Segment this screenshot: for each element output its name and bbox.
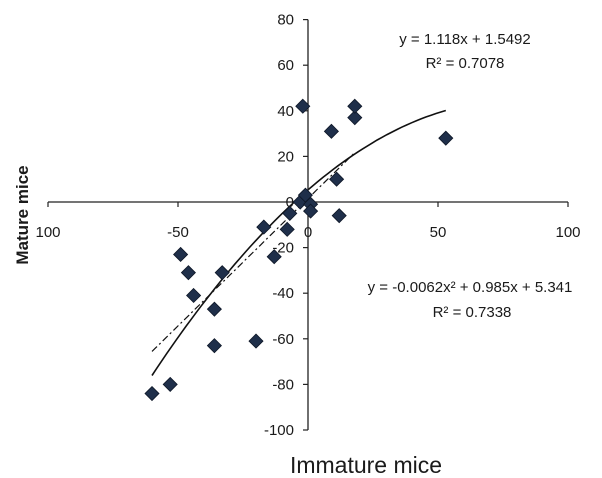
y-tick-label: -80 bbox=[272, 376, 294, 393]
data-point bbox=[329, 171, 345, 187]
y-tick-label: 40 bbox=[277, 103, 294, 120]
data-point bbox=[282, 205, 298, 221]
data-point bbox=[186, 287, 202, 304]
polynomial-trendline bbox=[151, 109, 447, 376]
x-tick-label: 0 bbox=[304, 224, 312, 241]
axes-group: 100 -50 0 50 100 80 60 40 20 0 -20 -40 -60 -80 -100 bbox=[35, 12, 580, 439]
x-tick-label: 100 bbox=[35, 224, 60, 241]
x-axis-title: Immature mice bbox=[290, 452, 442, 478]
data-point bbox=[347, 98, 363, 114]
data-point bbox=[206, 301, 222, 317]
y-axis-title: Mature mice bbox=[13, 165, 32, 264]
y-tick-label: -40 bbox=[272, 285, 294, 302]
linear-trendline bbox=[151, 152, 356, 352]
y-tick-label: -20 bbox=[272, 240, 294, 257]
trendline-group bbox=[151, 109, 447, 376]
data-point bbox=[248, 333, 264, 349]
data-point bbox=[180, 265, 196, 281]
data-point bbox=[347, 110, 363, 126]
polynomial-trend-r2: R² = 0.7338 bbox=[433, 304, 512, 321]
data-point bbox=[279, 221, 295, 237]
data-point bbox=[162, 376, 178, 392]
data-point bbox=[303, 203, 319, 219]
polynomial-trend-equation: y = -0.0062x² + 0.985x + 5.341 bbox=[368, 279, 573, 296]
data-point bbox=[173, 246, 189, 263]
x-tick-label: -50 bbox=[167, 224, 189, 241]
linear-trend-equation: y = 1.118x + 1.5492 bbox=[399, 31, 531, 48]
y-tick-label: 80 bbox=[277, 12, 294, 29]
data-point bbox=[144, 385, 160, 402]
y-tick-label: -60 bbox=[272, 331, 294, 348]
y-tick-label: 60 bbox=[277, 57, 294, 74]
linear-trend-r2: R² = 0.7078 bbox=[426, 55, 505, 72]
data-point bbox=[295, 98, 311, 114]
labels-group: y = 1.118x + 1.5492 R² = 0.7078 y = -0.0… bbox=[13, 31, 572, 478]
y-tick-label: 20 bbox=[277, 148, 294, 165]
data-point bbox=[256, 219, 272, 235]
x-tick-label: 100 bbox=[555, 224, 580, 241]
y-tick-label: 0 bbox=[286, 194, 294, 211]
data-point bbox=[331, 208, 347, 224]
data-point bbox=[266, 249, 282, 265]
data-point bbox=[206, 338, 222, 354]
y-tick-label: -100 bbox=[264, 422, 294, 439]
data-point bbox=[438, 130, 454, 146]
data-point bbox=[323, 123, 339, 139]
points-group bbox=[144, 98, 454, 402]
x-tick-label: 50 bbox=[430, 224, 447, 241]
data-point bbox=[214, 265, 230, 281]
